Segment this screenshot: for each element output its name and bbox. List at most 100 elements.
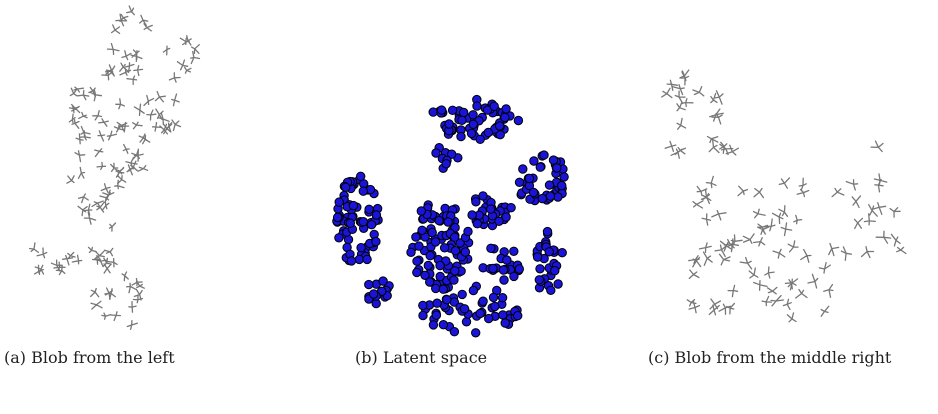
glyph <box>779 178 789 188</box>
point <box>467 129 475 137</box>
glyph <box>876 231 891 243</box>
glyph <box>105 248 113 255</box>
point <box>545 248 553 256</box>
point <box>469 120 477 128</box>
glyph <box>869 205 878 217</box>
glyph <box>797 190 809 197</box>
point <box>457 132 465 140</box>
point <box>451 247 459 255</box>
point <box>335 234 343 242</box>
point <box>359 218 367 226</box>
point <box>418 226 426 234</box>
point <box>367 221 375 229</box>
glyph <box>667 80 677 90</box>
glyph <box>129 302 136 313</box>
glyph <box>740 258 751 269</box>
point <box>536 265 544 273</box>
glyph <box>133 122 142 129</box>
glyph <box>852 196 860 208</box>
point <box>432 311 440 319</box>
glyph <box>93 111 102 120</box>
point <box>498 294 506 302</box>
point <box>503 256 511 264</box>
point <box>472 198 480 206</box>
glyph <box>719 304 730 314</box>
point <box>440 244 448 252</box>
glyph <box>846 180 857 190</box>
glyph <box>138 166 147 172</box>
glyph <box>773 249 785 258</box>
point <box>439 285 447 293</box>
glyph <box>754 209 766 218</box>
glyph <box>51 260 62 271</box>
glyph <box>159 113 170 124</box>
point <box>429 321 437 329</box>
glyph <box>172 94 180 106</box>
point <box>363 255 371 263</box>
glyph <box>675 91 685 103</box>
glyph <box>662 88 672 97</box>
glyph <box>773 213 783 223</box>
glyph <box>682 99 693 107</box>
point <box>489 264 497 272</box>
glyph <box>79 112 87 118</box>
point <box>412 233 420 241</box>
glyph <box>30 243 39 253</box>
glyph <box>677 118 685 129</box>
glyph <box>116 99 125 109</box>
glyph <box>890 208 900 217</box>
glyph <box>819 263 830 274</box>
point <box>543 227 551 235</box>
glyph <box>112 25 120 34</box>
caption-a: (a) Blob from the left <box>4 344 175 371</box>
glyph <box>118 176 126 184</box>
glyph <box>95 149 103 157</box>
glyph <box>98 131 105 141</box>
point <box>442 160 450 168</box>
panel-c-image <box>662 70 906 322</box>
glyph <box>689 270 699 278</box>
glyph <box>762 297 771 306</box>
point <box>545 181 553 189</box>
figure <box>0 0 938 345</box>
glyph <box>841 247 851 260</box>
glyph <box>891 234 900 246</box>
point <box>443 296 451 304</box>
glyph <box>67 176 74 183</box>
point <box>359 187 367 195</box>
point <box>419 301 427 309</box>
glyph <box>185 67 191 73</box>
point <box>525 174 533 182</box>
point <box>428 228 436 236</box>
glyph <box>79 167 85 178</box>
point <box>426 252 434 260</box>
glyph <box>127 283 136 292</box>
glyph <box>821 306 829 316</box>
glyph <box>801 250 811 263</box>
point <box>519 165 527 173</box>
point <box>346 219 354 227</box>
point <box>501 113 509 121</box>
point <box>458 116 466 124</box>
point <box>515 265 523 273</box>
point <box>499 266 507 274</box>
glyph <box>874 174 886 184</box>
point <box>413 268 421 276</box>
glyph <box>897 247 906 253</box>
point <box>476 135 484 143</box>
point <box>530 157 538 165</box>
glyph <box>720 142 727 153</box>
glyph <box>108 44 120 55</box>
point <box>533 253 541 261</box>
point <box>357 244 365 252</box>
glyph <box>95 251 105 258</box>
point <box>489 293 497 301</box>
point <box>335 198 343 206</box>
glyph <box>127 76 137 84</box>
glyph <box>749 268 758 278</box>
glyph <box>754 189 763 198</box>
point <box>546 192 554 200</box>
glyph <box>120 63 128 71</box>
point <box>487 205 495 213</box>
glyph <box>63 256 73 265</box>
